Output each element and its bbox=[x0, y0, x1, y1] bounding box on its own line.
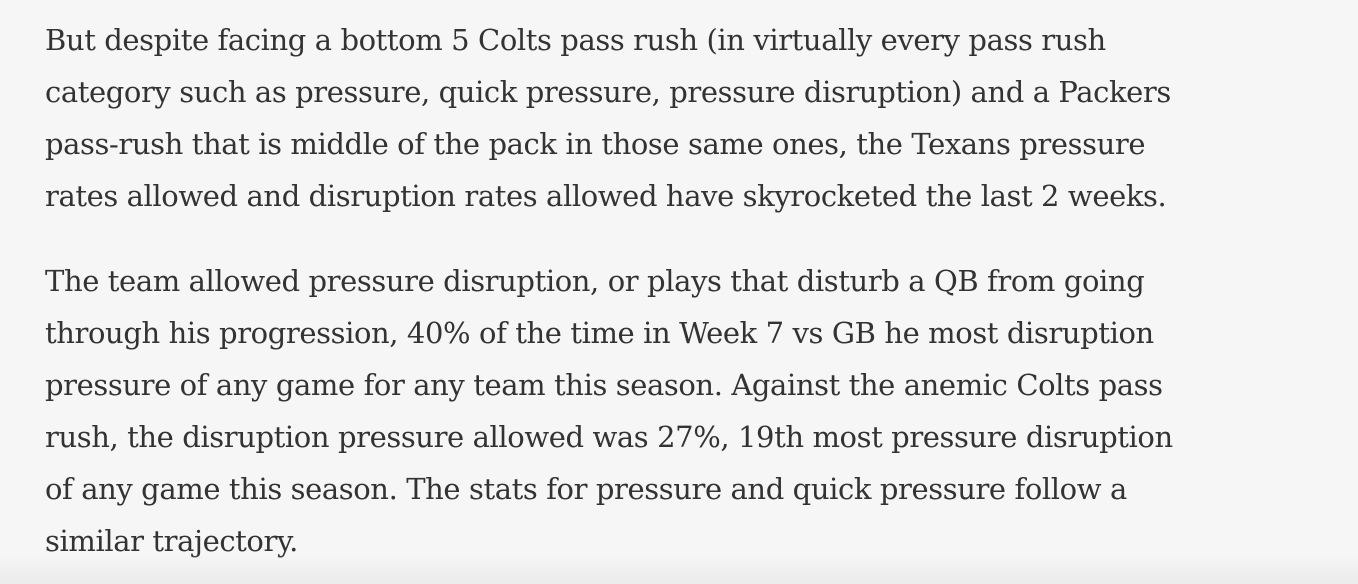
paragraph-1-line: category such as pressure, quick pressur… bbox=[45, 75, 1171, 109]
paragraph-1-line: rates allowed and disruption rates allow… bbox=[45, 179, 1167, 213]
paragraph-2-line: similar trajectory. bbox=[45, 524, 298, 558]
paragraph-2-line: pressure of any game for any team this s… bbox=[45, 368, 1163, 402]
paragraph-2-line: rush, the disruption pressure allowed wa… bbox=[45, 420, 1173, 454]
paragraph-1: But despite facing a bottom 5 Colts pass… bbox=[45, 14, 1285, 222]
article-body: But despite facing a bottom 5 Colts pass… bbox=[45, 14, 1285, 567]
paragraph-1-line: pass-rush that is middle of the pack in … bbox=[45, 127, 1146, 161]
bottom-fade bbox=[0, 554, 1358, 584]
paragraph-2-line: through his progression, 40% of the time… bbox=[45, 316, 1154, 350]
paragraph-2-line: of any game this season. The stats for p… bbox=[45, 472, 1127, 506]
paragraph-2-line: The team allowed pressure disruption, or… bbox=[45, 264, 1145, 298]
paragraph-1-line: But despite facing a bottom 5 Colts pass… bbox=[45, 23, 1106, 57]
paragraph-2: The team allowed pressure disruption, or… bbox=[45, 255, 1285, 567]
